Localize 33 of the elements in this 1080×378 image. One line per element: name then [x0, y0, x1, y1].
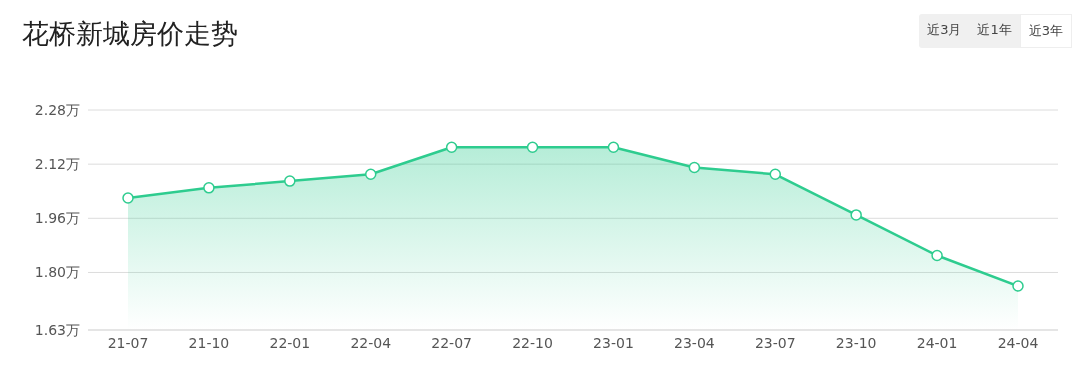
x-tick-label: 22-01 — [269, 334, 311, 351]
y-tick-label: 2.12万 — [34, 156, 80, 173]
x-tick-label: 21-10 — [188, 334, 230, 351]
x-tick-label: 22-04 — [350, 334, 392, 351]
point — [526, 141, 539, 153]
point — [203, 182, 215, 194]
y-tick-label: 1.63万 — [34, 321, 80, 338]
point — [1012, 280, 1024, 292]
point — [688, 161, 701, 174]
point — [364, 168, 377, 181]
point — [122, 192, 134, 204]
x-tick-label: 21-07 — [107, 334, 149, 351]
point — [607, 141, 620, 153]
x-tick-label: 24-01 — [916, 334, 958, 351]
chart-title: 花桥新城房价走势 — [22, 17, 238, 51]
y-tick-label: 1.80万 — [34, 264, 80, 281]
x-tick-label: 23-01 — [593, 334, 634, 351]
x-tick-label: 23-07 — [754, 334, 796, 351]
point — [769, 168, 782, 181]
point — [445, 141, 458, 153]
x-tick-label: 23-04 — [674, 334, 715, 351]
x-tick-label: 24-04 — [997, 334, 1039, 351]
text: 近3年 — [1019, 14, 1072, 48]
point — [850, 209, 862, 221]
point — [931, 249, 943, 262]
y-tick-label: 2.28万 — [34, 101, 80, 118]
point — [284, 175, 296, 187]
x-tick-label: 22-07 — [431, 334, 472, 351]
x-tick-label: 23-10 — [835, 334, 877, 351]
x-tick-label: 22-10 — [512, 334, 553, 351]
text: 近1年 — [976, 21, 1013, 39]
y-tick-label: 1.96万 — [34, 210, 80, 227]
text: 近3月 — [926, 21, 963, 39]
